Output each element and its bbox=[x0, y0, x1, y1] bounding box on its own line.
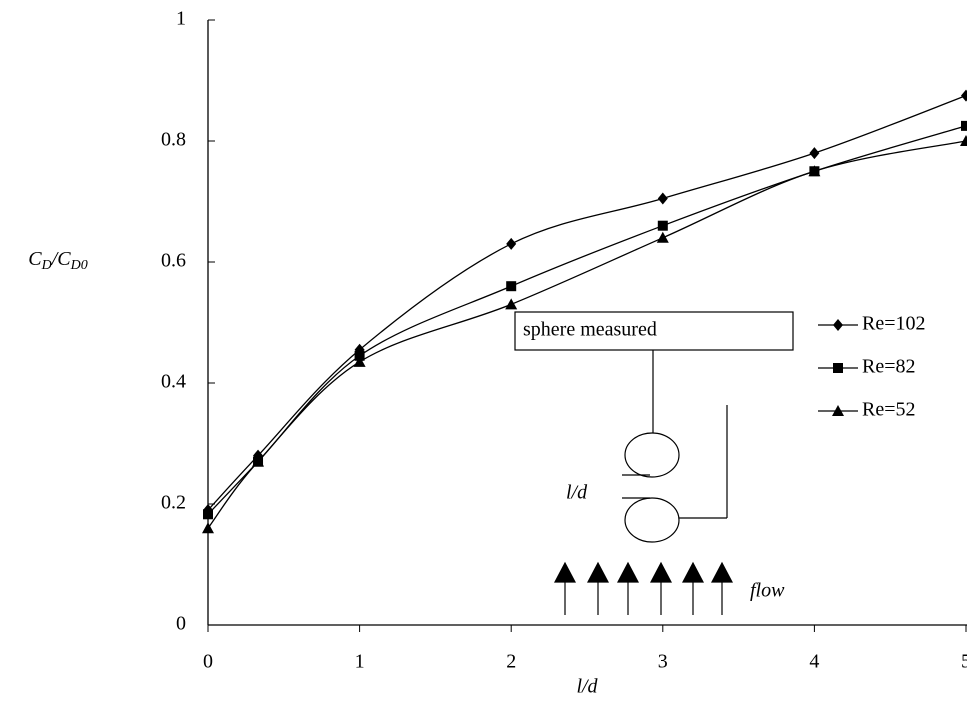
marker bbox=[202, 522, 214, 534]
marker bbox=[833, 363, 843, 373]
marker bbox=[252, 455, 265, 467]
y-axis-label: CD/CD0 bbox=[28, 248, 88, 274]
legend-label: Re=82 bbox=[862, 356, 916, 378]
marker bbox=[960, 135, 967, 146]
marker bbox=[354, 350, 365, 361]
marker bbox=[808, 165, 821, 177]
marker bbox=[809, 147, 820, 160]
marker bbox=[961, 120, 967, 131]
x-tick-label: 1 bbox=[355, 651, 365, 673]
sphere bbox=[624, 432, 680, 478]
flow-arrows bbox=[554, 561, 733, 615]
annotation: flow bbox=[750, 580, 785, 602]
marker bbox=[505, 298, 518, 310]
x-tick-label: 5 bbox=[961, 651, 967, 673]
marker bbox=[657, 192, 668, 205]
legend-label: Re=102 bbox=[862, 313, 926, 335]
x-tick-label: 2 bbox=[506, 651, 516, 673]
label-box bbox=[514, 311, 794, 351]
marker bbox=[961, 89, 967, 102]
annotation: l/d bbox=[566, 482, 588, 504]
y-tick-label: 0.8 bbox=[161, 129, 186, 151]
x-tick-label: 4 bbox=[809, 651, 819, 673]
sphere bbox=[624, 497, 680, 543]
marker bbox=[833, 319, 843, 331]
marker bbox=[353, 355, 366, 367]
x-tick-label: 0 bbox=[203, 651, 213, 673]
marker bbox=[506, 281, 517, 292]
marker bbox=[832, 405, 844, 416]
y-tick-label: 0.2 bbox=[161, 492, 186, 514]
y-tick-label: 0 bbox=[176, 613, 186, 635]
marker bbox=[203, 509, 213, 520]
y-tick-label: 0.4 bbox=[161, 371, 186, 393]
marker bbox=[657, 220, 668, 231]
x-tick-label: 3 bbox=[658, 651, 668, 673]
legend-label: Re=52 bbox=[862, 399, 916, 421]
series-line bbox=[207, 95, 967, 511]
annotation: sphere measured bbox=[523, 319, 657, 341]
diagram bbox=[514, 311, 794, 615]
marker bbox=[506, 237, 517, 250]
y-tick-label: 0.6 bbox=[161, 250, 186, 272]
y-tick-label: 1 bbox=[176, 8, 186, 30]
x-axis-label: l/d bbox=[576, 676, 598, 698]
marker bbox=[656, 231, 669, 243]
